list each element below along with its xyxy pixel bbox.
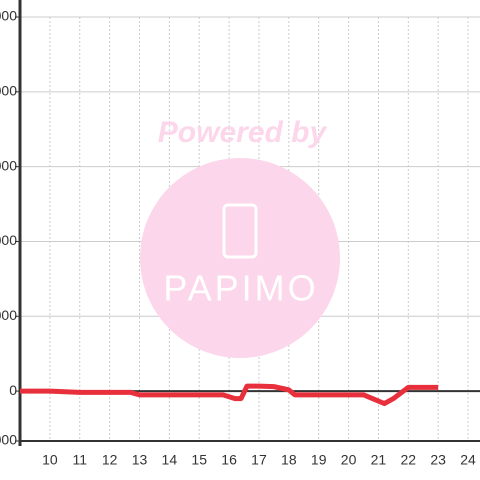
y-tick-label: 90,000	[0, 157, 17, 173]
x-tick-label: 20	[341, 452, 357, 468]
y-tick-label: 60,000	[0, 232, 17, 248]
watermark-phone	[222, 203, 258, 259]
x-tick-label: 14	[162, 452, 178, 468]
x-tick-label: 13	[132, 452, 148, 468]
x-tick-label: 21	[371, 452, 387, 468]
x-tick-label: 24	[460, 452, 476, 468]
watermark: Powered by PAPIMO	[140, 116, 340, 358]
x-tick-label: 10	[42, 452, 58, 468]
x-tick-label: 12	[102, 452, 118, 468]
x-tick-label: 16	[221, 452, 237, 468]
x-tick-label: 23	[430, 452, 446, 468]
watermark-top: Powered by	[158, 116, 328, 149]
x-tick-label: 17	[251, 452, 267, 468]
x-tick-label: 22	[401, 452, 417, 468]
x-tick-label: 19	[311, 452, 327, 468]
x-tick-label: 18	[281, 452, 297, 468]
watermark-brand: PAPIMO	[163, 268, 318, 309]
y-tick-label: 0	[9, 382, 17, 398]
y-tick-label: 30,000	[0, 307, 17, 323]
x-tick-label: 15	[191, 452, 207, 468]
x-tick-label: 11	[72, 452, 87, 468]
data-line	[20, 383, 439, 407]
y-tick-label: 120,000	[0, 83, 17, 99]
y-tick-label: 150,000	[0, 8, 17, 24]
y-tick-label: -20,000	[0, 432, 17, 448]
